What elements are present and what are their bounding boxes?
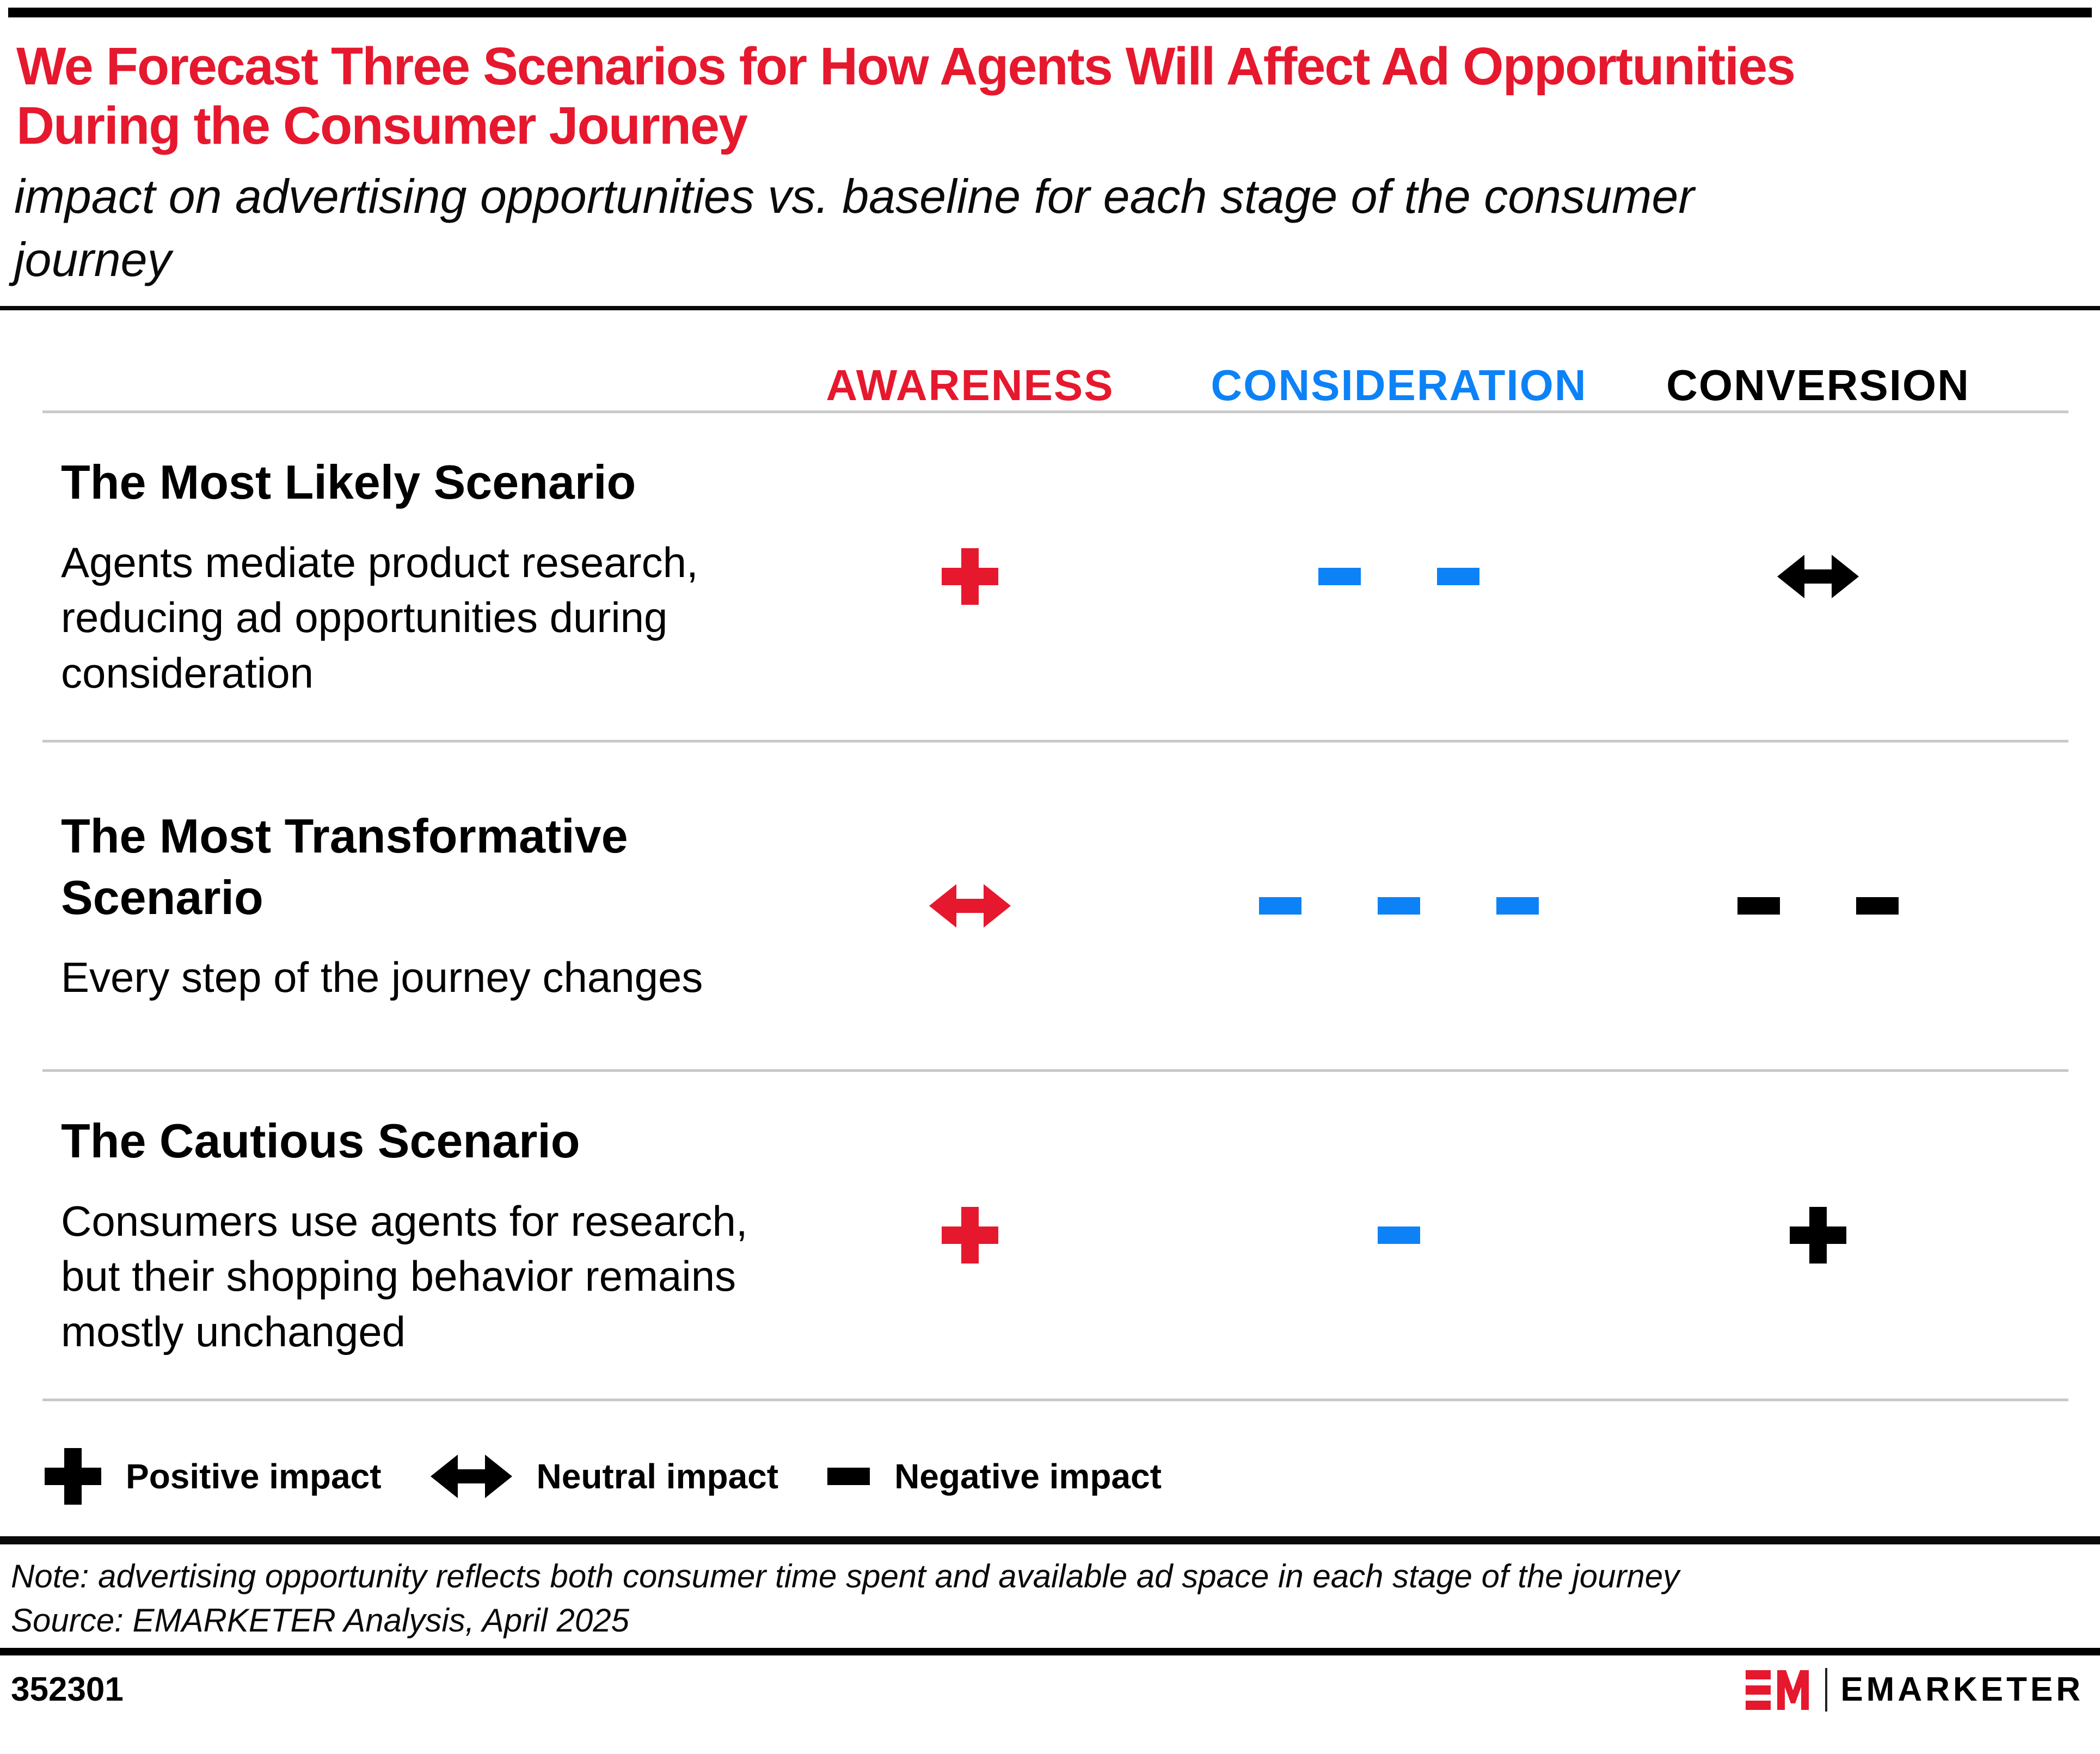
emarketer-brand: EMARKETER — [1746, 1667, 2084, 1712]
brand-name: EMARKETER — [1840, 1671, 2084, 1709]
impact-cell-conversion — [1707, 897, 1929, 915]
impact-cell-consideration — [1091, 567, 1707, 585]
legend: Positive impact Neutral impact Negative … — [45, 1448, 2100, 1505]
row-separator — [42, 410, 2068, 413]
double-arrow-icon — [1777, 554, 1859, 598]
emarketer-logo-icon — [1746, 1667, 1812, 1712]
legend-item-negative: Negative impact — [827, 1456, 1162, 1497]
plus-icon — [942, 548, 998, 605]
column-header-row: AWARENESS CONSIDERATION CONVERSION — [0, 360, 2100, 410]
plus-icon — [1790, 1206, 1846, 1264]
plus-icon — [45, 1448, 101, 1505]
footer: 352301 EMARKETER — [0, 1667, 2100, 1712]
row-description: Agents mediate product research, reducin… — [61, 538, 698, 697]
top-accent-bar — [8, 8, 2092, 17]
minus-icon — [1259, 897, 1301, 915]
brand-divider — [1825, 1667, 1828, 1712]
minus-icon — [1856, 897, 1899, 915]
column-header-conversion: CONVERSION — [1666, 360, 1970, 409]
legend-label: Positive impact — [126, 1456, 382, 1496]
plus-icon — [942, 1206, 998, 1264]
row-description: Consumers use agents for research, but t… — [61, 1197, 748, 1356]
legend-item-positive: Positive impact — [45, 1448, 382, 1505]
minus-icon — [827, 1467, 870, 1485]
page-subtitle: impact on advertising opportunities vs. … — [14, 169, 1694, 287]
minus-icon — [1378, 897, 1420, 915]
minus-icon — [1378, 1226, 1420, 1244]
header-rule — [0, 305, 2100, 310]
double-arrow-icon — [929, 884, 1011, 928]
page-title: We Forecast Three Scenarios for How Agen… — [16, 36, 1796, 155]
emarketer-chart-page: { "page": { "title": "We Forecast Three … — [0, 8, 2100, 1754]
minus-icon — [827, 1467, 870, 1485]
row-text-block: The Most Likely Scenario Agents mediate … — [0, 452, 849, 701]
chart-id: 352301 — [11, 1671, 124, 1709]
table-row-most-likely: The Most Likely Scenario Agents mediate … — [0, 413, 2100, 740]
impact-cell-conversion — [1707, 1206, 1929, 1264]
row-text-block: The Cautious Scenario Consumers use agen… — [0, 1111, 849, 1359]
table-row-cautious: The Cautious Scenario Consumers use agen… — [0, 1072, 2100, 1399]
row-separator — [42, 1398, 2068, 1401]
impact-cell-awareness — [849, 883, 1091, 929]
row-description: Every step of the journey changes — [61, 953, 703, 1002]
table-row-most-transformative: The Most Transformative Scenario Every s… — [0, 743, 2100, 1069]
legend-label: Neutral impact — [536, 1456, 779, 1496]
footnote-rule — [0, 1536, 2100, 1544]
bottom-accent-bar — [0, 1647, 2100, 1655]
source-text: Source: EMARKETER Analysis, April 2025 — [11, 1602, 629, 1639]
minus-icon — [1437, 567, 1479, 585]
minus-icon — [1496, 897, 1539, 915]
row-text-block: The Most Transformative Scenario Every s… — [0, 806, 849, 1005]
impact-cell-awareness — [849, 1206, 1091, 1264]
legend-item-neutral: Neutral impact — [430, 1454, 779, 1499]
row-separator — [42, 1069, 2068, 1072]
legend-label: Negative impact — [894, 1456, 1162, 1496]
column-header-consideration: CONSIDERATION — [1211, 360, 1587, 409]
minus-icon — [1737, 897, 1780, 915]
row-separator — [42, 739, 2068, 743]
footnotes: Note: advertising opportunity reflects b… — [11, 1554, 2078, 1642]
plus-icon — [45, 1448, 101, 1505]
double-arrow-icon — [430, 1454, 512, 1499]
impact-cell-consideration — [1091, 897, 1707, 915]
note-text: Note: advertising opportunity reflects b… — [11, 1557, 1680, 1594]
double-arrow-icon — [430, 1454, 512, 1498]
column-header-awareness: AWARENESS — [826, 360, 1114, 409]
row-title: The Cautious Scenario — [61, 1114, 580, 1168]
impact-cell-awareness — [849, 548, 1091, 605]
minus-icon — [1318, 567, 1361, 585]
impact-cell-conversion — [1707, 554, 1929, 599]
row-title: The Most Likely Scenario — [61, 455, 636, 510]
impact-cell-consideration — [1091, 1226, 1707, 1244]
row-title: The Most Transformative Scenario — [61, 809, 628, 924]
